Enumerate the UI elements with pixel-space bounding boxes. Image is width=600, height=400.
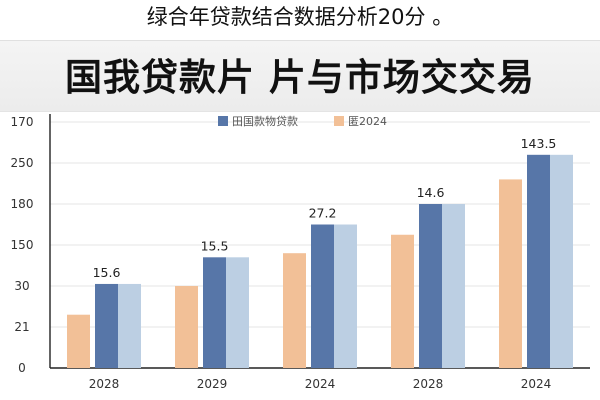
bar-series-a	[283, 253, 306, 368]
bar-series-b	[203, 257, 226, 368]
title-banner	[0, 40, 600, 112]
y-tick-label: 150	[11, 238, 34, 252]
y-tick-label: 21	[14, 320, 29, 334]
bar-series-a	[391, 234, 414, 368]
bar-series-c	[442, 204, 465, 368]
bar-series-b	[419, 204, 442, 368]
data-label: 143.5	[521, 136, 557, 151]
bar-series-c	[118, 283, 141, 368]
bar-series-a	[499, 179, 522, 368]
bar-series-c	[334, 224, 357, 368]
bar-series-b	[95, 283, 118, 368]
legend-label: 匿2024	[348, 115, 387, 128]
y-tick-label: 30	[14, 279, 29, 293]
chart-title: 国我贷款片 片与市场交交易	[65, 56, 535, 99]
x-tick-label: 2024	[521, 377, 552, 391]
x-tick-label: 2029	[197, 377, 228, 391]
y-tick-label: 180	[11, 197, 34, 211]
x-tick-label: 2028	[89, 377, 120, 391]
chart-subtitle: 绿合年贷款结合数据分析20分 。	[0, 0, 600, 40]
y-tick-label: 170	[11, 115, 34, 129]
legend-label: 田国款物贷款	[232, 114, 298, 128]
data-label: 14.6	[417, 185, 445, 200]
x-tick-label: 2024	[305, 377, 336, 391]
bar-series-c	[226, 257, 249, 368]
data-label: 15.5	[201, 238, 229, 253]
bar-series-b	[527, 154, 550, 368]
bar-series-a	[67, 314, 90, 368]
x-tick-label: 2028	[413, 377, 444, 391]
bar-series-a	[175, 286, 198, 368]
bar-series-c	[550, 154, 573, 368]
y-tick-label: 0	[18, 361, 26, 375]
y-tick-label: 250	[11, 156, 34, 170]
legend-swatch	[218, 116, 228, 126]
data-label: 27.2	[309, 206, 337, 221]
data-label: 15.6	[93, 265, 121, 280]
bar-series-b	[311, 224, 334, 368]
legend-swatch	[334, 116, 344, 126]
